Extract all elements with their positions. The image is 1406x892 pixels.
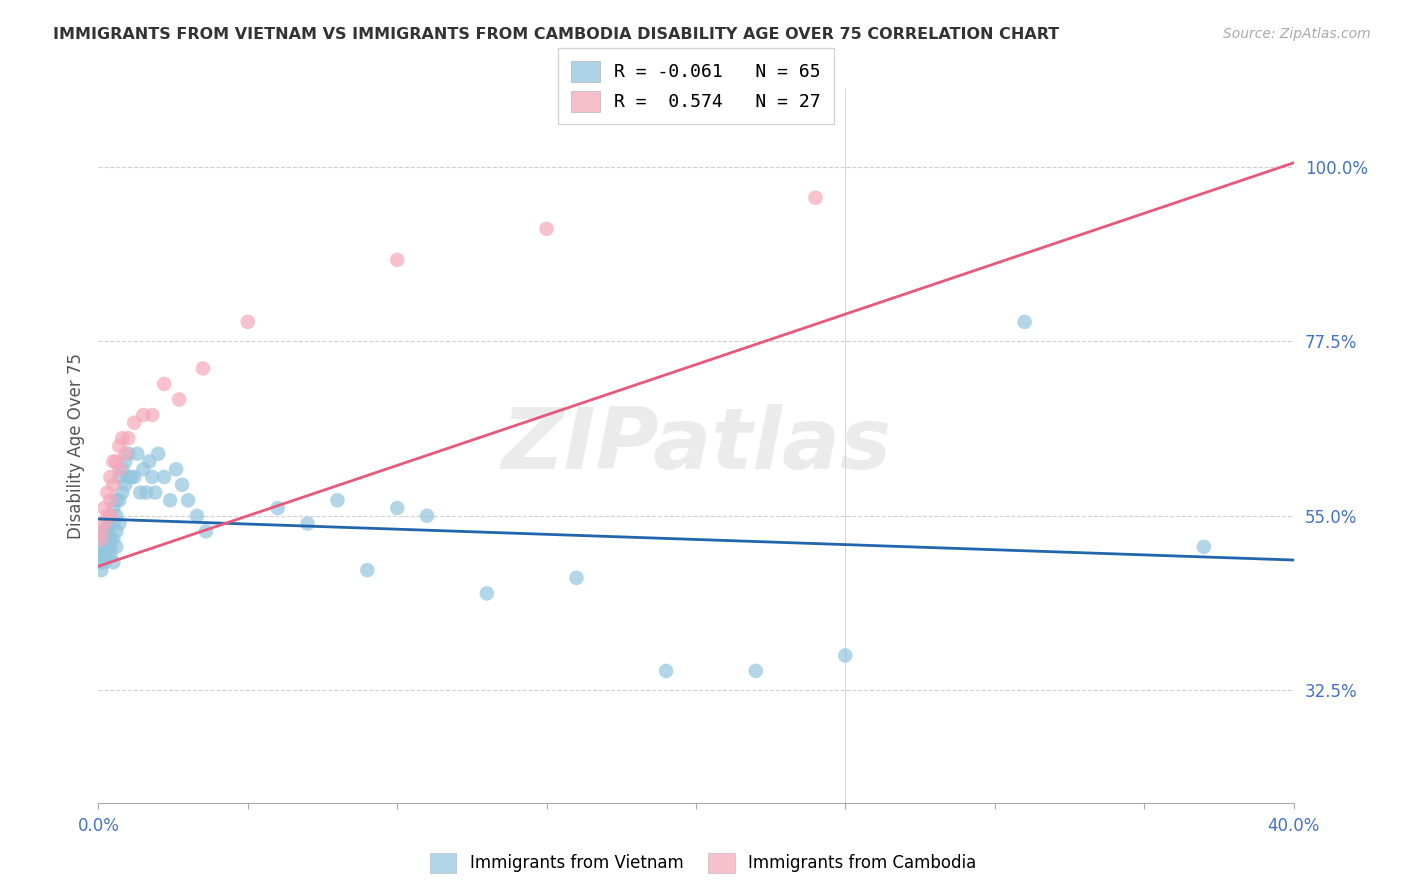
Point: [96, 508, 118, 523]
Point: [153, 470, 176, 484]
Point: [114, 454, 136, 468]
Point: [90, 555, 112, 569]
Point: [98, 532, 122, 546]
Point: [98, 540, 122, 554]
Point: [416, 508, 439, 523]
Point: [105, 508, 128, 523]
Point: [356, 563, 378, 577]
Point: [834, 648, 856, 663]
Point: [93, 524, 115, 539]
Point: [236, 315, 259, 329]
Point: [267, 501, 290, 516]
Legend: R = -0.061   N = 65, R =  0.574   N = 27: R = -0.061 N = 65, R = 0.574 N = 27: [558, 48, 834, 124]
Point: [138, 454, 160, 468]
Point: [93, 555, 115, 569]
Point: [165, 462, 187, 476]
Point: [108, 439, 131, 453]
Point: [98, 516, 122, 531]
Text: ZIPatlas: ZIPatlas: [501, 404, 891, 488]
Point: [1192, 540, 1215, 554]
Point: [111, 485, 134, 500]
Text: Source: ZipAtlas.com: Source: ZipAtlas.com: [1223, 27, 1371, 41]
Point: [111, 462, 134, 476]
Point: [93, 540, 115, 554]
Point: [297, 516, 319, 531]
Point: [385, 501, 409, 516]
Point: [96, 524, 118, 539]
Point: [124, 416, 146, 430]
Point: [90, 563, 112, 577]
Point: [103, 477, 125, 491]
Point: [135, 485, 157, 500]
Point: [93, 501, 115, 516]
Point: [90, 540, 112, 554]
Point: [132, 408, 155, 422]
Point: [103, 516, 125, 531]
Point: [655, 664, 678, 678]
Point: [124, 470, 146, 484]
Point: [186, 508, 208, 523]
Point: [93, 516, 115, 531]
Point: [127, 447, 149, 461]
Point: [93, 548, 115, 562]
Point: [167, 392, 190, 407]
Point: [195, 524, 218, 539]
Point: [96, 516, 118, 531]
Point: [114, 477, 136, 491]
Point: [103, 555, 125, 569]
Point: [93, 532, 115, 546]
Point: [108, 470, 131, 484]
Point: [129, 485, 152, 500]
Point: [96, 532, 118, 546]
Y-axis label: Disability Age Over 75: Disability Age Over 75: [66, 353, 84, 539]
Legend: Immigrants from Vietnam, Immigrants from Cambodia: Immigrants from Vietnam, Immigrants from…: [423, 847, 983, 880]
Point: [103, 501, 125, 516]
Point: [114, 447, 136, 461]
Point: [745, 664, 768, 678]
Point: [172, 477, 194, 491]
Point: [385, 252, 409, 267]
Point: [153, 376, 176, 391]
Point: [90, 524, 112, 539]
Point: [117, 470, 139, 484]
Point: [148, 447, 170, 461]
Point: [98, 470, 122, 484]
Point: [98, 493, 122, 508]
Point: [108, 516, 131, 531]
Point: [475, 586, 498, 600]
Point: [141, 408, 163, 422]
Point: [105, 524, 128, 539]
Point: [96, 485, 118, 500]
Point: [159, 493, 181, 508]
Point: [105, 540, 128, 554]
Point: [108, 462, 131, 476]
Point: [536, 222, 558, 236]
Point: [90, 532, 112, 546]
Point: [191, 361, 214, 376]
Point: [96, 548, 118, 562]
Point: [143, 485, 166, 500]
Point: [103, 532, 125, 546]
Text: IMMIGRANTS FROM VIETNAM VS IMMIGRANTS FROM CAMBODIA DISABILITY AGE OVER 75 CORRE: IMMIGRANTS FROM VIETNAM VS IMMIGRANTS FR…: [53, 27, 1060, 42]
Point: [98, 508, 122, 523]
Point: [117, 447, 139, 461]
Point: [103, 454, 125, 468]
Point: [105, 454, 128, 468]
Point: [804, 191, 827, 205]
Point: [177, 493, 200, 508]
Point: [565, 571, 588, 585]
Point: [98, 508, 122, 523]
Point: [98, 548, 122, 562]
Point: [326, 493, 349, 508]
Point: [1014, 315, 1036, 329]
Point: [132, 462, 155, 476]
Point: [105, 493, 128, 508]
Point: [90, 548, 112, 562]
Point: [111, 431, 134, 445]
Point: [117, 431, 139, 445]
Point: [108, 493, 131, 508]
Point: [120, 470, 142, 484]
Point: [141, 470, 163, 484]
